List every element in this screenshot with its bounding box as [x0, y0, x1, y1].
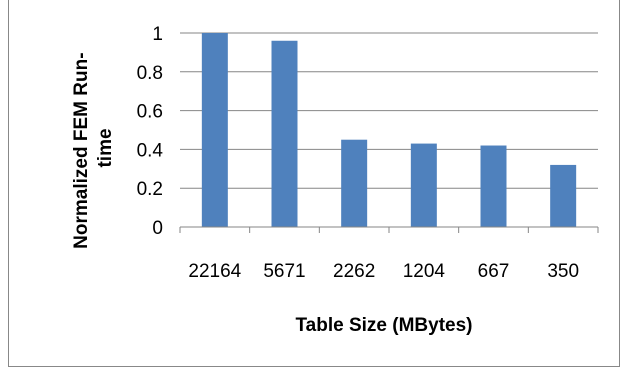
gridlines	[180, 32, 598, 189]
x-tick-label: 22164	[188, 261, 241, 282]
y-tick-labels: 0 0.2 0.4 0.6 0.8 1	[137, 24, 164, 239]
x-axis-ticks	[179, 227, 599, 233]
bar	[271, 40, 298, 228]
x-tick-label: 1204	[403, 261, 446, 282]
bar	[550, 164, 577, 227]
x-tick-labels: 22164 5671 2262 1204 667 350	[188, 261, 579, 282]
y-axis-title-line-1: Normalized FEM Run-	[71, 52, 92, 248]
y-tick-label: 1	[152, 24, 163, 45]
bar	[341, 139, 368, 227]
y-tick-label: 0.6	[137, 102, 163, 123]
bar	[201, 33, 228, 227]
x-tick-label: 350	[547, 261, 579, 282]
x-axis-title: Table Size (MBytes)	[295, 315, 472, 336]
y-axis-title-line-2: time	[95, 128, 116, 167]
y-tick-label: 0	[152, 218, 163, 239]
x-tick-label: 5671	[263, 261, 305, 282]
y-tick-label: 0.2	[137, 179, 163, 200]
y-tick-label: 0.8	[137, 63, 163, 84]
y-axis-title: Normalized FEM Run- time	[71, 47, 116, 249]
x-tick-label: 2262	[333, 261, 375, 282]
bar	[480, 145, 507, 227]
bars	[201, 33, 577, 228]
chart-frame	[8, 0, 620, 367]
y-tick-label: 0.4	[137, 140, 164, 161]
bar	[410, 143, 437, 227]
x-tick-label: 667	[478, 261, 510, 282]
